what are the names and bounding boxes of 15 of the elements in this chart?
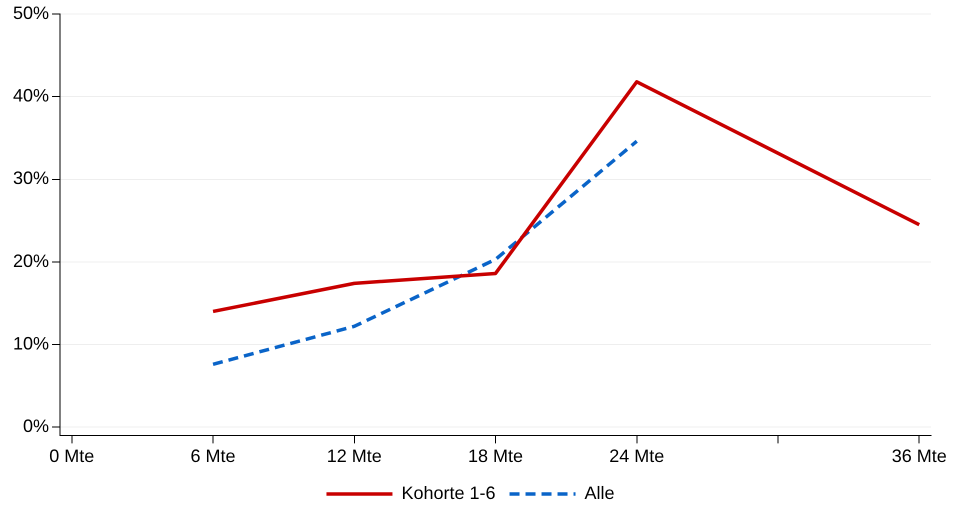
x-tick-label: 0 Mte: [49, 446, 94, 466]
x-tick-label: 6 Mte: [190, 446, 236, 466]
x-tick-label: 36 Mte: [892, 446, 947, 466]
y-tick-label: 40%: [12, 86, 50, 106]
y-tick-label: 50%: [12, 2, 50, 23]
y-tick-label: 10%: [12, 333, 50, 354]
y-tick-label: 30%: [12, 168, 50, 188]
legend-label: Alle: [584, 482, 615, 503]
x-tick-label: 12 Mte: [326, 446, 382, 466]
x-tick-label: 18 Mte: [468, 446, 524, 466]
y-tick-label: 20%: [12, 250, 50, 271]
y-tick-label: 0%: [23, 416, 50, 436]
legend-label: Kohorte 1-6: [401, 482, 496, 503]
x-tick-label: 24 Mte: [609, 446, 664, 466]
line-series: [211, 139, 638, 366]
